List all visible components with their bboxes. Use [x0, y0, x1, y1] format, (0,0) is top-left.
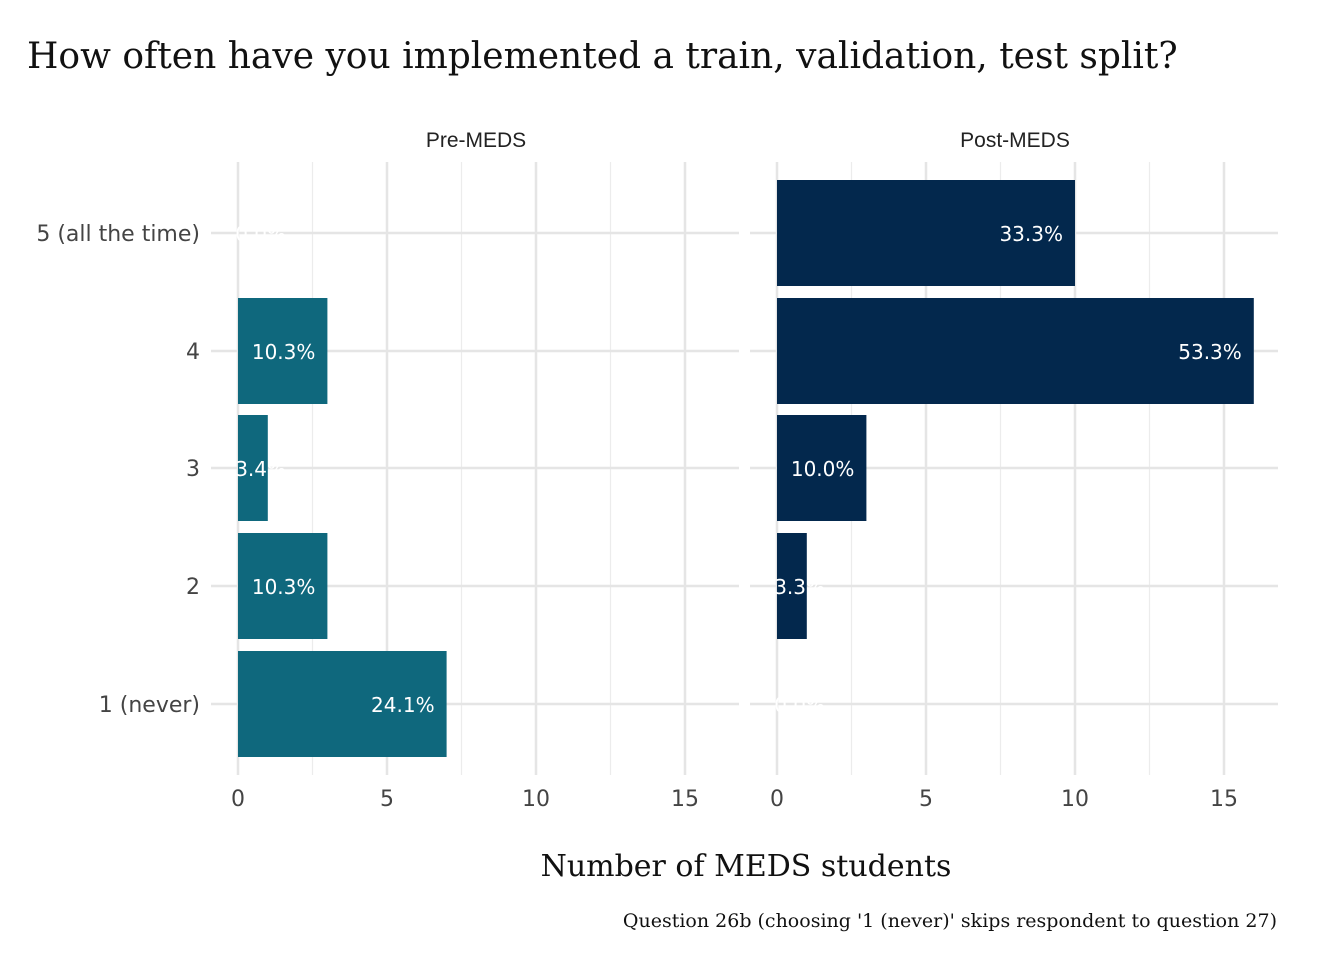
x-tick-label: 5 [380, 787, 394, 812]
caption: Question 26b (choosing '1 (never)' skips… [623, 910, 1277, 932]
x-tick-label: 10 [522, 787, 550, 812]
panel-pre-meds: Pre-MEDS 0.0% 10.3% 3.4% 10.3% 24.1% 0 5 10 15 [211, 129, 739, 812]
data-label: 0.0% [235, 222, 286, 246]
data-label: 0.0% [774, 693, 825, 717]
bar [777, 415, 867, 521]
panel-strip-label: Post-MEDS [960, 129, 1070, 152]
bar [777, 533, 807, 639]
bar [238, 533, 328, 639]
chart-title: How often have you implemented a train, … [27, 36, 1178, 77]
panel-strip-label: Pre-MEDS [426, 129, 526, 152]
bar [777, 180, 1075, 286]
bar [238, 415, 268, 521]
bar [238, 298, 328, 404]
data-label: 10.3% [252, 340, 316, 364]
data-label: 10.0% [791, 457, 855, 481]
x-tick-label: 15 [671, 787, 699, 812]
y-tick-label: 3 [186, 457, 200, 482]
bar [238, 651, 447, 757]
data-label: 53.3% [1178, 340, 1242, 364]
x-tick-label: 0 [770, 787, 784, 812]
data-label: 24.1% [371, 693, 435, 717]
x-tick-label: 0 [231, 787, 245, 812]
x-tick-label: 5 [919, 787, 933, 812]
y-tick-label: 4 [186, 340, 200, 365]
data-label: 10.3% [252, 575, 316, 599]
x-tick-label: 15 [1210, 787, 1238, 812]
panel-post-meds: Post-MEDS 33.3% 53.3% 10.0% 3.3% 0.0% 0 5 10 15 [750, 129, 1278, 812]
data-label: 33.3% [999, 222, 1063, 246]
data-label: 3.4% [235, 457, 286, 481]
data-label: 3.3% [774, 575, 825, 599]
y-tick-label: 2 [186, 575, 200, 600]
bar [777, 298, 1254, 404]
x-axis-label: Number of MEDS students [541, 849, 952, 884]
y-tick-label: 1 (never) [99, 693, 200, 718]
x-tick-label: 10 [1061, 787, 1089, 812]
y-tick-label: 5 (all the time) [36, 222, 200, 247]
